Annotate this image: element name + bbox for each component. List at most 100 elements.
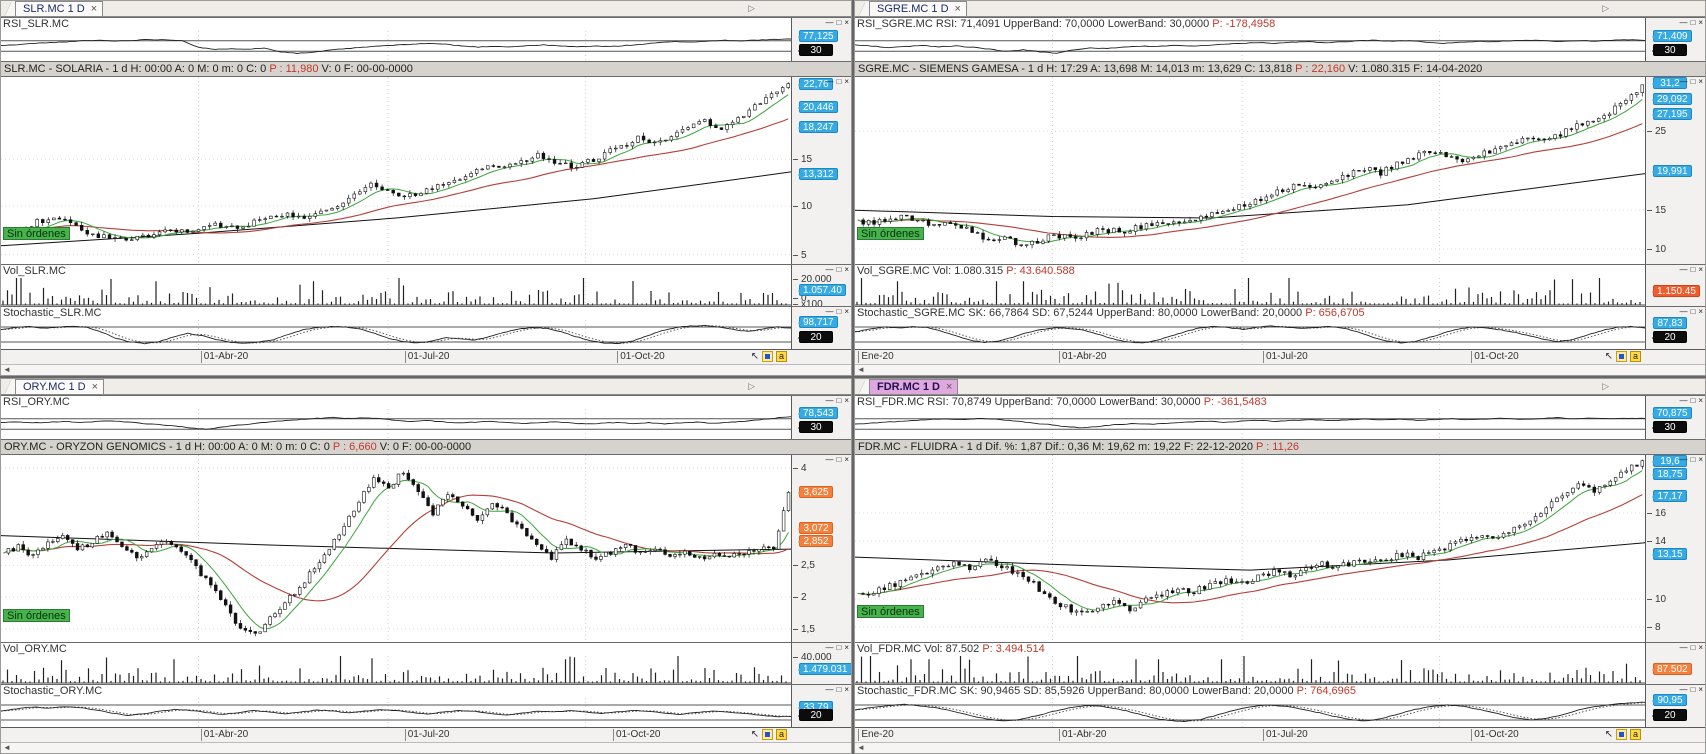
pane-window-controls[interactable]: — □ ×	[1679, 643, 1703, 652]
pane-window-controls[interactable]: — □ ×	[1679, 265, 1703, 274]
maximize-icon[interactable]: □	[836, 396, 842, 405]
tab-close-icon[interactable]: ×	[90, 3, 98, 15]
maximize-icon[interactable]: □	[1690, 307, 1696, 316]
close-icon[interactable]: ×	[1698, 396, 1703, 405]
pane-window-controls[interactable]: — □ ×	[1679, 396, 1703, 405]
annotation-icon[interactable]: a	[1630, 351, 1641, 362]
close-icon[interactable]: ×	[844, 307, 849, 316]
pane-window-controls[interactable]: — □ ×	[1679, 455, 1703, 464]
maximize-icon[interactable]: □	[1690, 77, 1696, 86]
minimize-icon[interactable]: —	[825, 643, 834, 652]
tab-scroll-right-icon[interactable]: ▷	[748, 381, 755, 391]
chart-tab[interactable]: SGRE.MC 1 D ×	[869, 1, 967, 16]
pane-window-controls[interactable]: — □ ×	[825, 685, 849, 694]
pane-window-controls[interactable]: — □ ×	[1679, 18, 1703, 27]
maximize-icon[interactable]: □	[836, 643, 842, 652]
horizontal-scrollbar[interactable]: ◄	[1, 364, 851, 375]
close-icon[interactable]: ×	[1698, 455, 1703, 464]
close-icon[interactable]: ×	[844, 685, 849, 694]
scroll-left-icon[interactable]: ◄	[3, 743, 11, 752]
close-icon[interactable]: ×	[1698, 307, 1703, 316]
minimize-icon[interactable]: —	[1679, 77, 1688, 86]
chart-tab[interactable]: FDR.MC 1 D ×	[869, 379, 959, 394]
maximize-icon[interactable]: □	[836, 307, 842, 316]
volume-chart[interactable]	[1, 278, 791, 306]
close-icon[interactable]: ×	[1698, 643, 1703, 652]
stochastic-chart[interactable]	[855, 320, 1645, 349]
close-icon[interactable]: ×	[844, 643, 849, 652]
annotation-icon[interactable]: a	[1630, 729, 1641, 740]
minimize-icon[interactable]: —	[825, 396, 834, 405]
tab-close-icon[interactable]: ×	[91, 381, 98, 393]
tab-scroll-right-icon[interactable]: ▷	[748, 3, 755, 13]
price-chart[interactable]: Sin órdenes	[855, 455, 1645, 642]
cursor-tool-icon[interactable]: ↖	[750, 350, 759, 362]
pane-window-controls[interactable]: — □ ×	[825, 77, 849, 86]
close-icon[interactable]: ×	[1698, 265, 1703, 274]
volume-chart[interactable]	[1, 656, 791, 684]
maximize-icon[interactable]: □	[836, 455, 842, 464]
minimize-icon[interactable]: —	[825, 685, 834, 694]
tab-scroll-right-icon[interactable]: ▷	[1602, 381, 1609, 391]
minimize-icon[interactable]: —	[1679, 265, 1688, 274]
stochastic-chart[interactable]	[1, 698, 791, 727]
horizontal-scrollbar[interactable]: ◄	[855, 364, 1705, 375]
save-icon[interactable]	[762, 351, 773, 362]
minimize-icon[interactable]: —	[825, 307, 834, 316]
maximize-icon[interactable]: □	[1690, 396, 1696, 405]
minimize-icon[interactable]: —	[825, 18, 834, 27]
price-chart[interactable]: Sin órdenes	[855, 77, 1645, 264]
save-icon[interactable]	[762, 729, 773, 740]
stochastic-chart[interactable]	[1, 320, 791, 349]
minimize-icon[interactable]: —	[825, 265, 834, 274]
close-icon[interactable]: ×	[844, 18, 849, 27]
minimize-icon[interactable]: —	[1679, 396, 1688, 405]
maximize-icon[interactable]: □	[1690, 643, 1696, 652]
maximize-icon[interactable]: □	[836, 18, 842, 27]
minimize-icon[interactable]: —	[825, 77, 834, 86]
minimize-icon[interactable]: —	[1679, 643, 1688, 652]
close-icon[interactable]: ×	[1698, 77, 1703, 86]
maximize-icon[interactable]: □	[1690, 18, 1696, 27]
horizontal-scrollbar[interactable]: ◄	[855, 742, 1705, 753]
rsi-chart[interactable]	[1, 31, 791, 61]
minimize-icon[interactable]: —	[1679, 455, 1688, 464]
pane-window-controls[interactable]: — □ ×	[825, 396, 849, 405]
scroll-left-icon[interactable]: ◄	[857, 743, 865, 752]
minimize-icon[interactable]: —	[825, 455, 834, 464]
pane-window-controls[interactable]: — □ ×	[825, 455, 849, 464]
cursor-tool-icon[interactable]: ↖	[1604, 350, 1613, 362]
tab-scroll-right-icon[interactable]: ▷	[1602, 3, 1609, 13]
annotation-icon[interactable]: a	[776, 729, 787, 740]
cursor-tool-icon[interactable]: ↖	[750, 728, 759, 740]
close-icon[interactable]: ×	[844, 265, 849, 274]
maximize-icon[interactable]: □	[836, 265, 842, 274]
close-icon[interactable]: ×	[844, 77, 849, 86]
close-icon[interactable]: ×	[844, 396, 849, 405]
close-icon[interactable]: ×	[1698, 685, 1703, 694]
scroll-left-icon[interactable]: ◄	[3, 365, 11, 374]
maximize-icon[interactable]: □	[836, 685, 842, 694]
price-chart[interactable]: Sin órdenes	[1, 77, 791, 264]
minimize-icon[interactable]: —	[1679, 307, 1688, 316]
volume-chart[interactable]	[855, 278, 1645, 306]
scroll-left-icon[interactable]: ◄	[857, 365, 865, 374]
volume-chart[interactable]	[855, 656, 1645, 684]
tab-close-icon[interactable]: ×	[945, 381, 953, 393]
annotation-icon[interactable]: a	[776, 351, 787, 362]
chart-tab[interactable]: ORY.MC 1 D ×	[15, 379, 104, 394]
pane-window-controls[interactable]: — □ ×	[825, 307, 849, 316]
close-icon[interactable]: ×	[844, 455, 849, 464]
rsi-chart[interactable]	[855, 31, 1645, 61]
horizontal-scrollbar[interactable]: ◄	[1, 742, 851, 753]
pane-window-controls[interactable]: — □ ×	[825, 18, 849, 27]
rsi-chart[interactable]	[1, 409, 791, 439]
maximize-icon[interactable]: □	[1690, 685, 1696, 694]
maximize-icon[interactable]: □	[1690, 265, 1696, 274]
cursor-tool-icon[interactable]: ↖	[1604, 728, 1613, 740]
minimize-icon[interactable]: —	[1679, 685, 1688, 694]
maximize-icon[interactable]: □	[836, 77, 842, 86]
pane-window-controls[interactable]: — □ ×	[825, 643, 849, 652]
rsi-chart[interactable]	[855, 409, 1645, 439]
pane-window-controls[interactable]: — □ ×	[1679, 685, 1703, 694]
